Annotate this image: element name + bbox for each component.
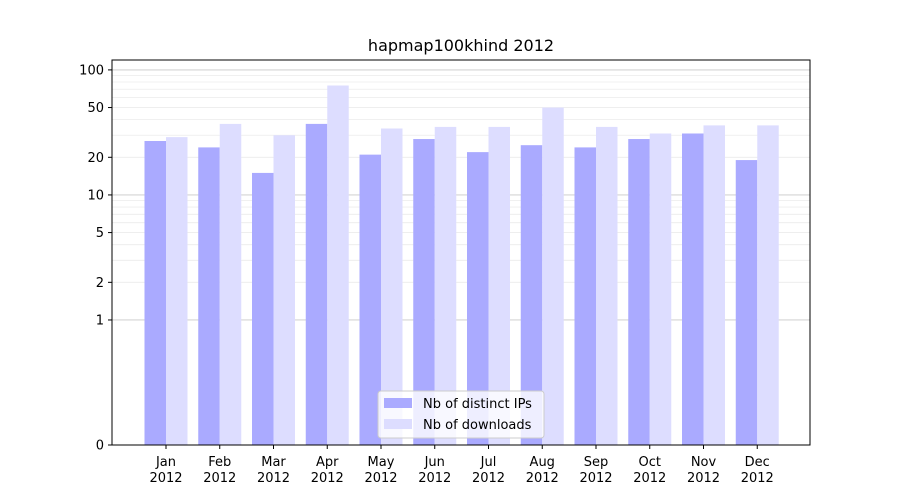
bar-downloads	[434, 126, 457, 446]
bar-distinct-ips	[144, 140, 166, 445]
legend-label-distinct-ips: Nb of distinct IPs	[423, 397, 532, 412]
chart-title: hapmap100khind 2012	[368, 36, 554, 55]
bar-downloads	[703, 125, 725, 445]
y-tick-label: 10	[87, 188, 104, 203]
x-tick-label-year: 2012	[257, 471, 290, 486]
bar-distinct-ips	[682, 133, 704, 445]
bar-distinct-ips	[520, 145, 543, 445]
x-tick-label-month: Oct	[639, 455, 661, 470]
bar-downloads	[381, 128, 403, 445]
y-tick-label: 0	[96, 439, 104, 454]
x-tick-label-month: Jul	[480, 455, 497, 470]
legend-swatch-downloads	[384, 419, 412, 429]
x-tick-label-month: Dec	[745, 455, 770, 470]
plot-frame	[111, 59, 811, 446]
x-tick-label-month: Jan	[155, 455, 176, 470]
bar-downloads	[327, 85, 349, 445]
bar-downloads	[488, 126, 510, 446]
x-tick-label-year: 2012	[203, 471, 236, 486]
y-tick-label: 1	[96, 313, 104, 328]
x-tick-label-month: Sep	[584, 455, 609, 470]
x-tick-label-month: May	[368, 455, 395, 470]
legend-label-downloads: Nb of downloads	[423, 418, 532, 433]
bar-downloads	[166, 137, 188, 445]
y-axis: 0 1 2 5 10 20 50 100	[79, 63, 112, 454]
x-tick-label-year: 2012	[364, 471, 397, 486]
x-axis: Jan2012Feb2012Mar2012Apr2012May2012Jun20…	[149, 445, 774, 486]
x-tick-label-month: Mar	[261, 455, 286, 470]
x-tick-label-month: Apr	[316, 455, 339, 470]
bar-distinct-ips	[413, 139, 435, 445]
bar-downloads	[273, 135, 295, 445]
bar-distinct-ips	[198, 147, 220, 446]
bar-downloads	[649, 133, 672, 445]
bar-downloads	[542, 107, 564, 446]
bar-distinct-ips	[735, 160, 758, 445]
bar-downloads	[757, 125, 779, 445]
y-tick-label: 20	[87, 151, 104, 166]
x-tick-label-month: Nov	[691, 455, 717, 470]
bar-distinct-ips	[628, 139, 650, 445]
y-tick-label: 2	[96, 276, 104, 291]
x-tick-label-year: 2012	[311, 471, 344, 486]
y-tick-label: 100	[79, 63, 104, 78]
y-tick-label: 5	[96, 226, 104, 241]
x-tick-label-year: 2012	[149, 471, 182, 486]
x-tick-label-month: Aug	[530, 455, 555, 470]
bar-downloads	[596, 126, 618, 446]
bar-distinct-ips	[574, 147, 596, 446]
bar-distinct-ips	[252, 172, 274, 445]
x-tick-label-month: Feb	[208, 455, 231, 470]
x-tick-label-year: 2012	[687, 471, 720, 486]
x-tick-label-year: 2012	[579, 471, 612, 486]
bar-distinct-ips	[359, 154, 381, 446]
bar-distinct-ips	[467, 152, 489, 445]
bars	[144, 85, 779, 446]
x-tick-label-year: 2012	[418, 471, 451, 486]
bar-downloads	[219, 123, 242, 445]
x-tick-label-year: 2012	[741, 471, 774, 486]
legend-swatch-distinct-ips	[384, 398, 412, 408]
x-tick-label-month: Jun	[424, 455, 445, 470]
x-tick-label-year: 2012	[472, 471, 505, 486]
legend-box	[377, 390, 545, 439]
x-tick-label-year: 2012	[526, 471, 559, 486]
x-tick-label-year: 2012	[633, 471, 666, 486]
legend: Nb of distinct IPs Nb of downloads	[377, 390, 545, 439]
y-tick-label: 50	[87, 101, 104, 116]
bar-distinct-ips	[305, 123, 328, 445]
